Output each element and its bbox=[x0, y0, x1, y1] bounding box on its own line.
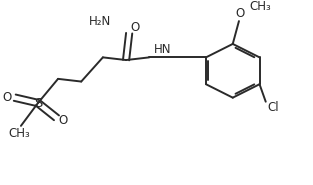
Text: HN: HN bbox=[154, 43, 172, 56]
Text: CH₃: CH₃ bbox=[250, 0, 271, 13]
Text: O: O bbox=[130, 21, 139, 34]
Text: CH₃: CH₃ bbox=[8, 127, 30, 140]
Text: S: S bbox=[34, 97, 42, 110]
Text: O: O bbox=[236, 6, 245, 20]
Text: O: O bbox=[3, 91, 12, 104]
Text: Cl: Cl bbox=[268, 101, 279, 114]
Text: O: O bbox=[59, 114, 68, 127]
Text: H₂N: H₂N bbox=[89, 15, 111, 28]
